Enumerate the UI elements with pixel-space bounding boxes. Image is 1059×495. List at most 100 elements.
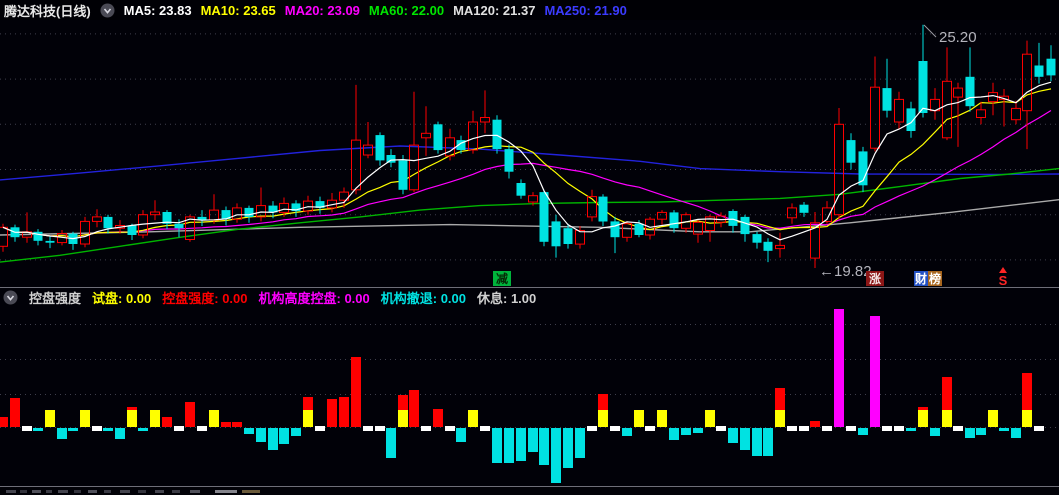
candle-up	[822, 207, 832, 222]
candle-down	[669, 212, 679, 229]
candle-down	[386, 155, 396, 163]
candle-up	[953, 87, 963, 98]
strength-bar	[303, 397, 313, 410]
signal-up-arrow-icon[interactable]	[999, 267, 1007, 273]
rest-bar	[197, 426, 207, 431]
caibang-badge-left[interactable]	[914, 271, 928, 286]
rest-bar	[315, 426, 325, 431]
candle-up	[150, 211, 160, 216]
candle-down	[315, 201, 325, 208]
caibang-badge-right[interactable]	[928, 271, 942, 286]
probe-bar	[468, 410, 478, 427]
caibang-badge-right-label: 榜	[929, 271, 941, 286]
rest-bar	[375, 426, 385, 431]
candle-up	[942, 80, 952, 139]
retreat-bar	[268, 428, 278, 450]
collapse-chevron-icon[interactable]	[3, 290, 18, 305]
indicator-title: 控盘强度	[29, 291, 82, 306]
indicator-bar-chart[interactable]	[0, 308, 1059, 486]
rest-bar	[822, 426, 832, 431]
caibang-badge-left-label: 财	[914, 271, 927, 286]
rest-bar	[22, 426, 32, 431]
retreat-bar	[68, 428, 78, 431]
candle-down	[763, 241, 773, 251]
candle-down	[563, 228, 573, 244]
candle-up	[351, 139, 361, 191]
strength-bar	[162, 417, 172, 427]
rest-bar	[882, 426, 892, 431]
probe-bar	[942, 410, 952, 427]
zhang-badge[interactable]	[866, 271, 884, 286]
retreat-bar	[386, 428, 396, 458]
xd-marker-badge	[493, 271, 511, 286]
ma5-legend: MA5: 23.83	[123, 2, 192, 18]
clipped-next-panel-remnant	[0, 487, 1059, 495]
candle-up	[1011, 107, 1021, 121]
ma60-line	[0, 167, 1059, 263]
candle-up	[870, 86, 880, 149]
candle-down	[221, 210, 231, 220]
retreat-bar	[492, 428, 502, 463]
ma250-line	[0, 145, 1059, 181]
probe-bar	[988, 410, 998, 427]
rest-bar	[799, 426, 809, 431]
retreat-bar	[999, 428, 1009, 431]
candle-up	[185, 216, 195, 240]
rest-bar	[421, 426, 431, 431]
retreat-bar	[256, 428, 266, 442]
candle-up	[480, 117, 490, 123]
panel-divider[interactable]	[0, 486, 1059, 487]
jigou-chetui-legend: 机构撤退: 0.00	[380, 291, 467, 306]
candle-down	[268, 205, 278, 213]
retreat-bar	[551, 428, 561, 483]
retreat-bar	[115, 428, 125, 439]
candle-down	[162, 212, 172, 224]
ma20-line	[2, 109, 1052, 238]
candle-up	[256, 205, 266, 218]
candle-up	[787, 207, 797, 219]
candle-down	[375, 135, 385, 161]
candle-up	[363, 144, 373, 156]
ma10-legend: MA10: 23.65	[200, 2, 276, 18]
probe-bar	[127, 410, 137, 427]
ma20-legend: MA20: 23.09	[284, 2, 360, 18]
candle-up	[409, 144, 419, 191]
strength-bar	[339, 397, 349, 427]
candle-up	[92, 216, 102, 222]
strength-bar	[351, 357, 361, 427]
strength-bar	[10, 398, 20, 427]
strength-bar	[409, 390, 419, 427]
retreat-bar	[138, 428, 148, 431]
institution-bar	[834, 309, 844, 427]
candle-down	[492, 119, 502, 150]
signal-s-icon[interactable]: S	[999, 273, 1008, 287]
candle-up	[0, 226, 8, 247]
rest-bar	[587, 426, 597, 431]
strength-bar	[221, 422, 231, 427]
strength-bar	[232, 422, 242, 427]
ma250-legend: MA250: 21.90	[544, 2, 627, 18]
candle-up	[575, 230, 585, 245]
candle-up	[80, 220, 90, 245]
candle-up	[834, 123, 844, 216]
retreat-bar	[528, 428, 538, 452]
collapse-chevron-icon[interactable]	[100, 3, 115, 18]
candle-up	[705, 216, 715, 231]
probe-bar	[918, 410, 928, 427]
ma5-line	[2, 81, 1052, 241]
candle-down	[551, 221, 561, 247]
candle-down	[516, 183, 526, 196]
candle-up	[657, 211, 667, 220]
kongpan-legend: 控盘强度: 0.00	[162, 291, 248, 306]
retreat-bar	[976, 428, 986, 435]
candle-down	[882, 88, 892, 111]
candle-up	[810, 222, 820, 259]
strength-bar	[327, 399, 337, 427]
rest-bar	[716, 426, 726, 431]
strength-bar	[918, 407, 928, 410]
strength-bar	[0, 417, 8, 427]
candle-up	[232, 207, 242, 220]
probe-bar	[775, 410, 785, 427]
panel-divider[interactable]	[0, 287, 1059, 288]
candlestick-chart[interactable]: 25.20 ←19.82 减 涨 财榜 S	[0, 20, 1059, 287]
